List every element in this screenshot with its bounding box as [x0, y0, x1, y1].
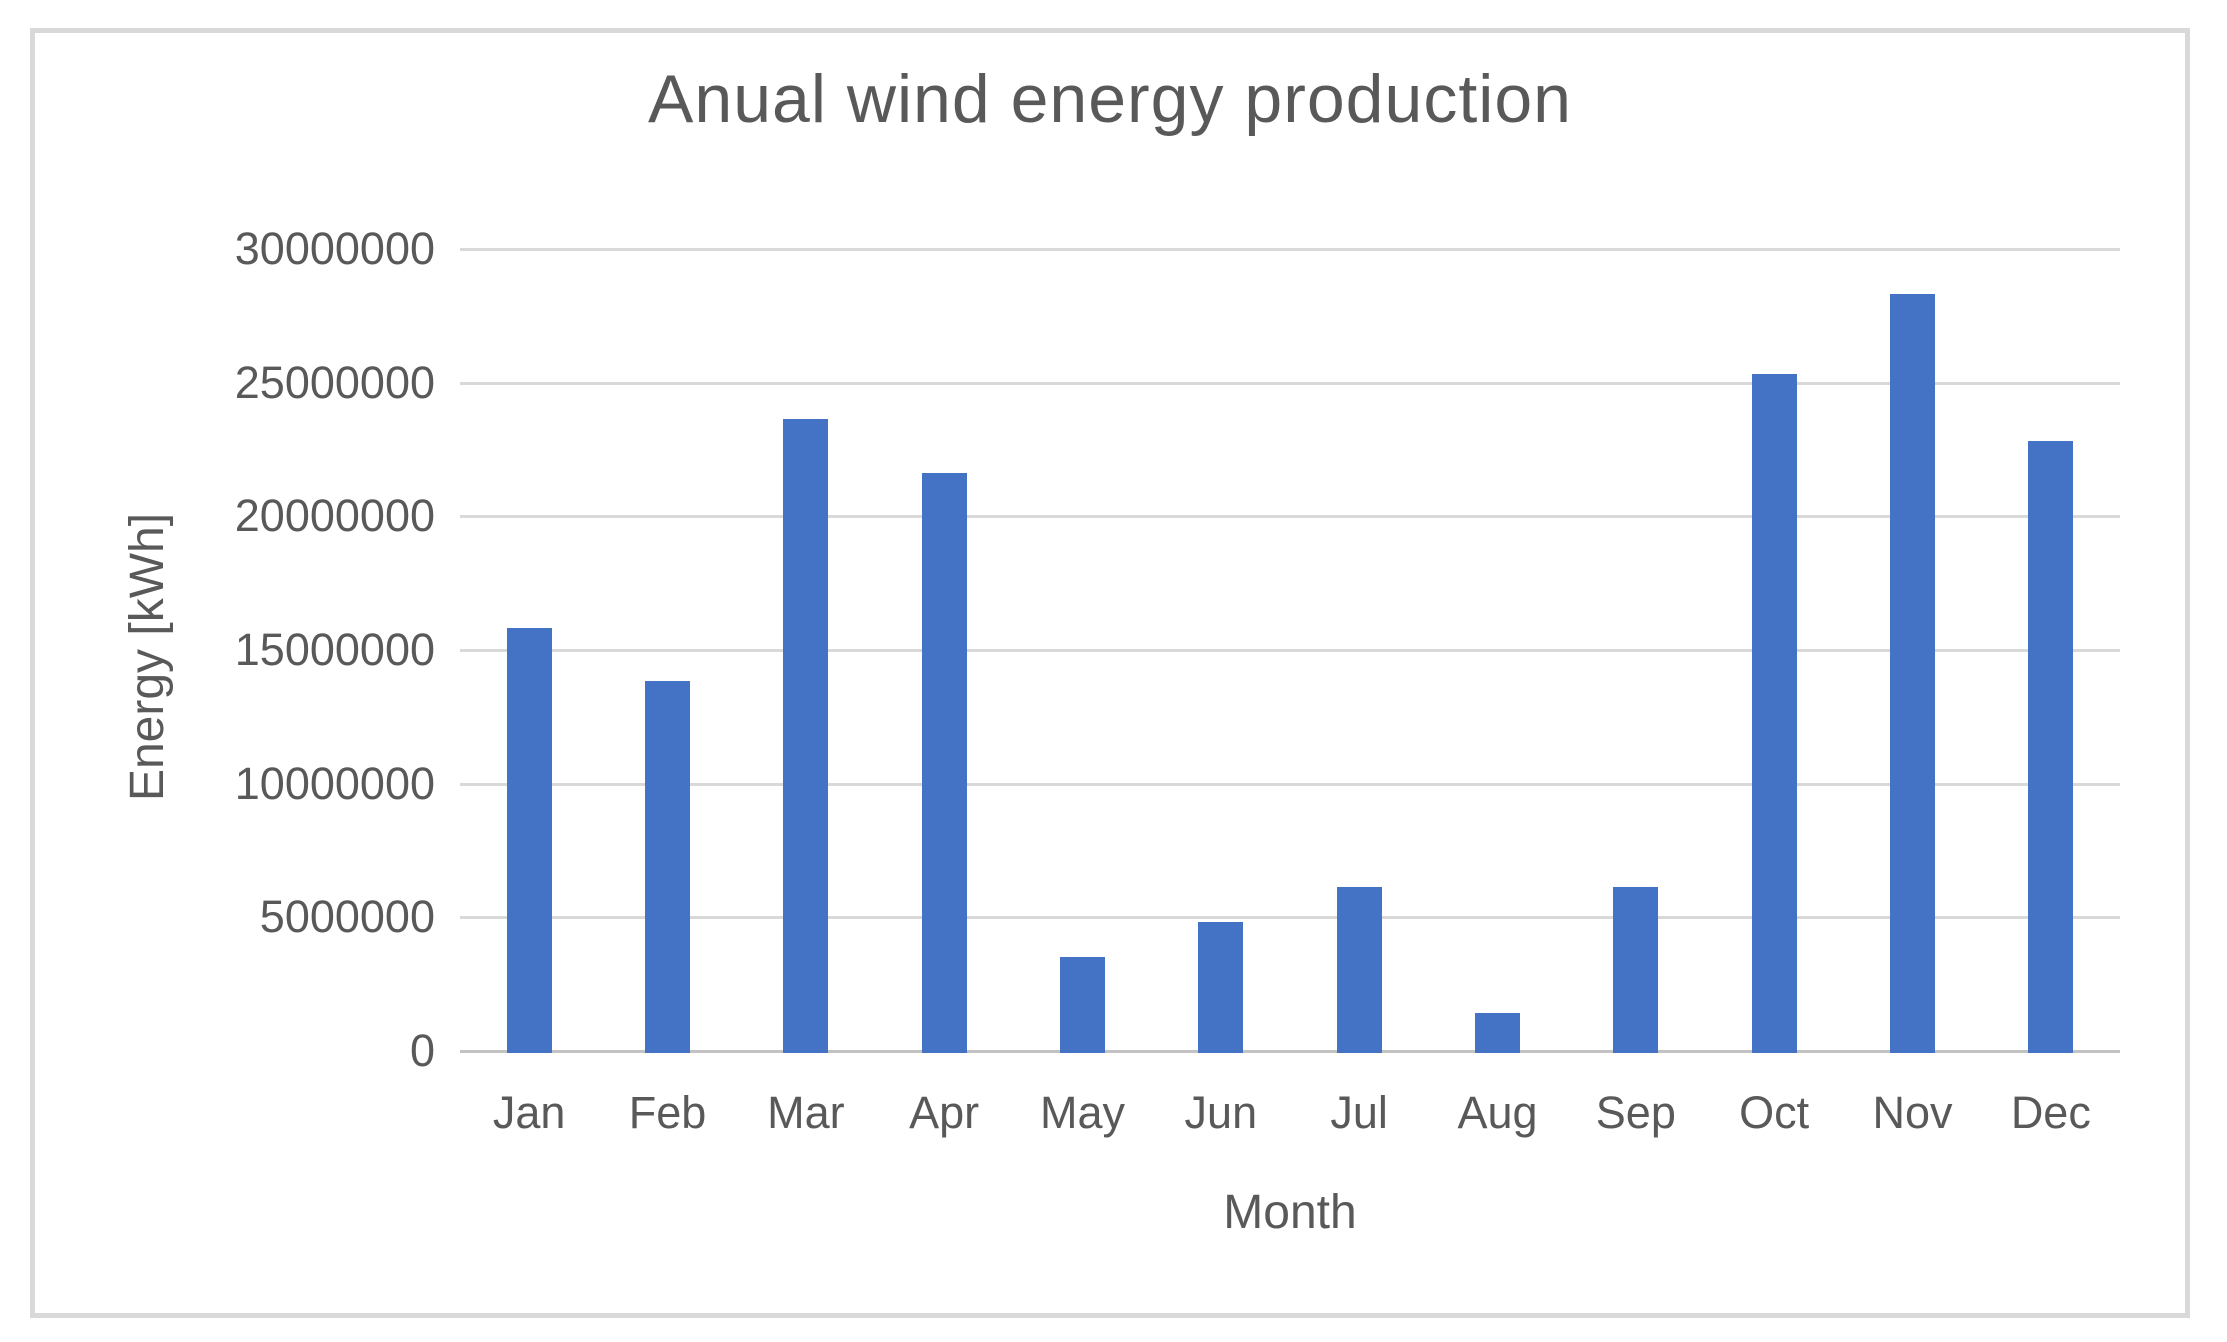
x-axis-title: Month: [1223, 1186, 1357, 1239]
bar-nov: [1890, 293, 1935, 1053]
x-tick-label: May: [1039, 1087, 1125, 1138]
y-tick-label: 20000000: [234, 490, 435, 542]
x-tick-label: Sep: [1595, 1087, 1676, 1138]
gridline: [460, 248, 2120, 251]
gridline: [460, 649, 2120, 652]
x-tick-label: Oct: [1739, 1087, 1810, 1138]
gridline: [460, 381, 2120, 385]
bar-jan: [506, 627, 552, 1053]
y-tick-label: 5000000: [259, 891, 435, 943]
x-tick-label: Nov: [1872, 1087, 1953, 1138]
x-tick-label: Jun: [1184, 1087, 1258, 1138]
bar-sep: [1613, 887, 1659, 1053]
bar-dec: [2028, 440, 2074, 1053]
y-tick-label: 30000000: [234, 223, 435, 274]
bar-jun: [1198, 922, 1244, 1053]
x-tick-label: Jan: [492, 1087, 566, 1138]
bar-may: [1060, 956, 1105, 1053]
chart-frame: Anual wind energy production Energy [kWh…: [30, 28, 2190, 1318]
x-tick-label: Feb: [628, 1087, 707, 1138]
x-tick-label: Aug: [1457, 1087, 1538, 1138]
bar-apr: [921, 472, 967, 1053]
gridline: [460, 916, 2120, 920]
x-tick-label: Mar: [767, 1087, 845, 1138]
chart-title: Anual wind energy production: [648, 61, 1572, 137]
x-tick-label: Apr: [909, 1087, 980, 1138]
y-tick-label: 25000000: [234, 356, 435, 408]
x-tick-label: Dec: [2010, 1087, 2091, 1138]
x-tick-label: Jul: [1330, 1087, 1388, 1138]
bar-jul: [1336, 887, 1382, 1053]
plot-area: [460, 248, 2120, 1053]
gridline: [460, 782, 2120, 786]
bar-aug: [1475, 1012, 1520, 1053]
x-axis-line: [460, 1050, 2120, 1053]
y-tick-label: 0: [409, 1025, 435, 1076]
bar-oct: [1751, 373, 1797, 1053]
y-tick-label: 15000000: [234, 624, 435, 675]
bar-mar: [783, 419, 829, 1053]
gridline: [460, 515, 2120, 519]
bar-feb: [645, 681, 690, 1053]
y-tick-label: 10000000: [234, 757, 435, 809]
